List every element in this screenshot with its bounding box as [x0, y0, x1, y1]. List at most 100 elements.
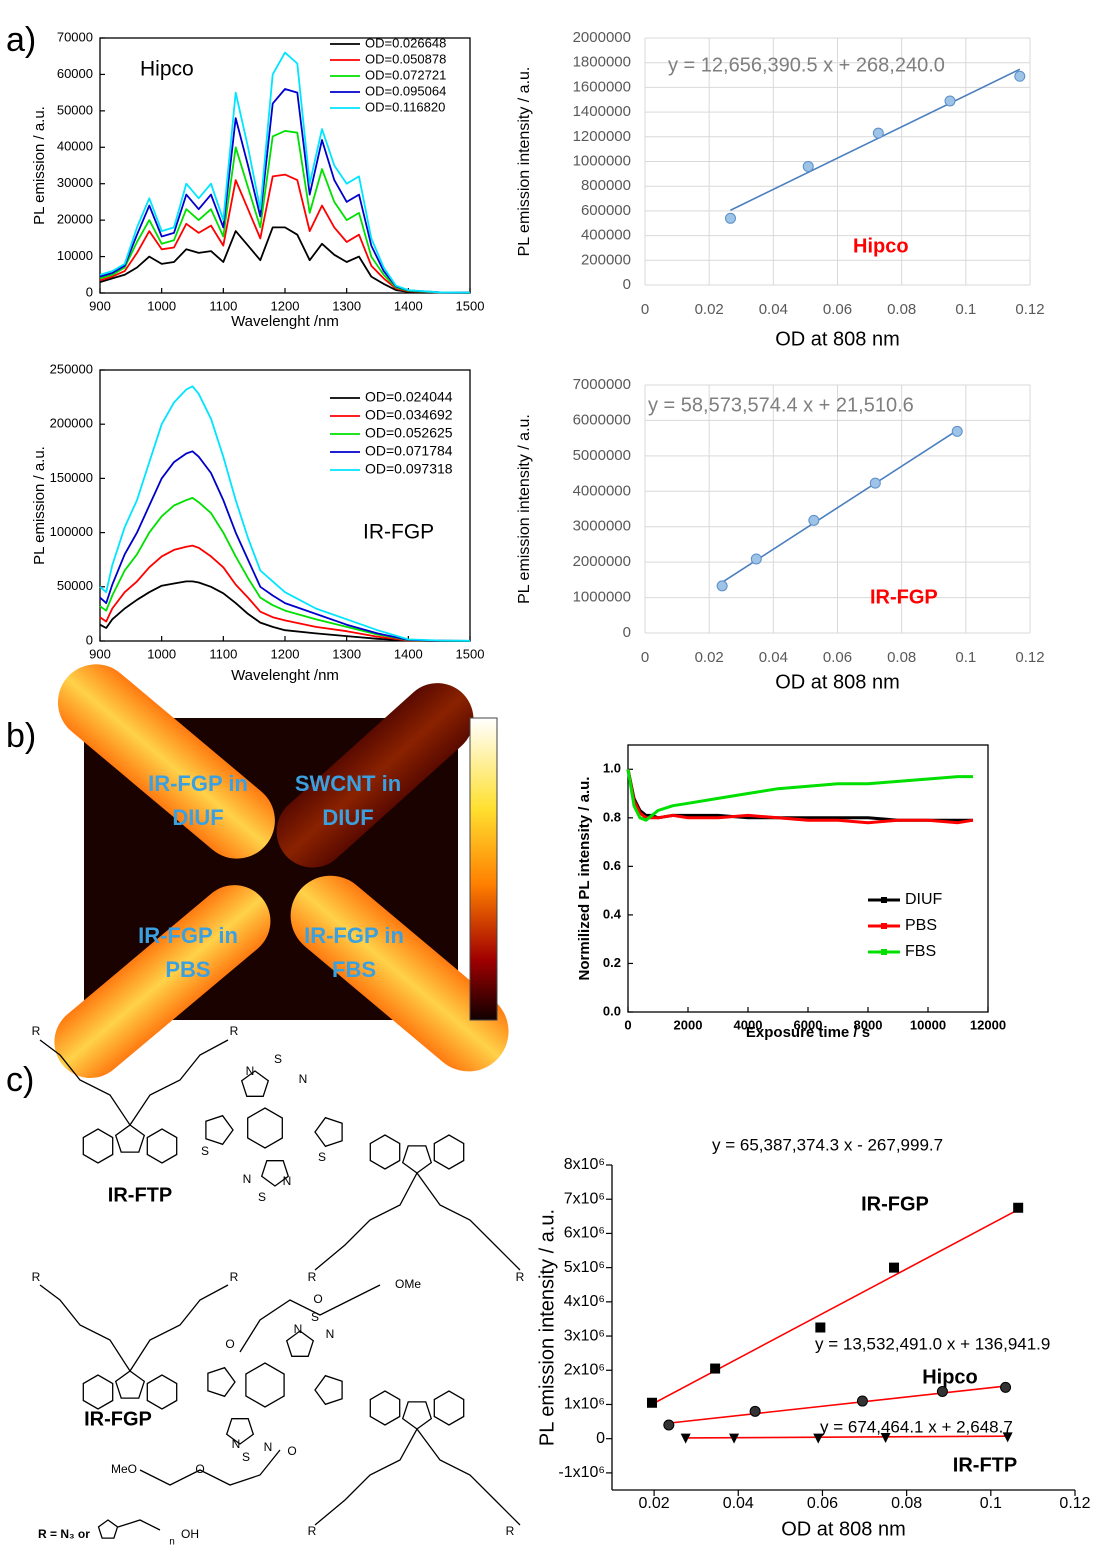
y-tick-label: 4x10⁶: [564, 1293, 605, 1310]
y-tick-label: 800000: [581, 177, 631, 194]
marker: [880, 1433, 891, 1443]
x-tick-label: 0.12: [1015, 649, 1044, 666]
annotation: Hipco: [853, 235, 909, 257]
x-tick-label: 1100: [209, 646, 237, 661]
y-tick-label: 1000000: [573, 152, 631, 169]
structure-bond: [239, 1284, 381, 1353]
series-line: [99, 497, 471, 642]
marker: [716, 580, 728, 592]
structure-bond: [39, 1039, 131, 1126]
fit-equation: y = 674,464.1 x + 2,648.7: [820, 1417, 1013, 1436]
y-tick-label: 7000000: [573, 376, 631, 393]
structure-ring: [401, 1145, 433, 1174]
marker: [889, 1262, 900, 1273]
y-tick-label: 0.4: [603, 906, 622, 921]
structure-label: R: [506, 1524, 515, 1538]
legend-label: FBS: [905, 943, 936, 960]
structure-bond: [314, 1172, 418, 1271]
series-line: [99, 173, 471, 294]
series-line: [626, 769, 973, 822]
legend-marker: [881, 923, 887, 929]
image-label: DIUF: [172, 805, 223, 830]
legend-label: PBS: [905, 917, 937, 934]
legend-label: DIUF: [905, 891, 943, 908]
x-tick-label: 0.02: [639, 1495, 670, 1512]
structure-label: n: [169, 1537, 175, 1546]
y-tick-label: 0.6: [603, 858, 621, 873]
series-line: [99, 450, 471, 642]
y-tick-label: 1.0: [603, 761, 621, 776]
y-axis-label: PL emission intensity / a.u.: [516, 67, 533, 257]
structure-ring: [369, 1134, 401, 1170]
y-tick-label: 10000: [57, 248, 93, 263]
series-line: [626, 768, 973, 822]
y-tick-label: 40000: [57, 139, 93, 154]
structure-bond: [117, 1519, 161, 1531]
structure-label: IR-FGP: [84, 1408, 152, 1430]
x-tick-label: 12000: [970, 1017, 1006, 1032]
marker: [710, 1363, 721, 1374]
marker: [951, 425, 963, 437]
x-tick-label: 1300: [332, 298, 361, 313]
y-tick-label: 0: [596, 1430, 605, 1447]
y-tick-label: 5x10⁶: [564, 1259, 605, 1276]
series-line: [99, 88, 471, 294]
series-label: IR-FGP: [861, 1193, 929, 1215]
x-tick-label: 0: [641, 649, 649, 666]
x-tick-label: 0.08: [887, 649, 916, 666]
structure-label: R = N₃ or: [38, 1527, 90, 1541]
structure-bond: [314, 1428, 418, 1526]
x-axis-label: Wavelenght /nm: [231, 313, 339, 330]
chart: -1x10⁶ 0 1x10⁶ 2x10⁶ 3x10⁶ 4x10⁶ 5x10⁶ 6x10⁶ 7x1…: [536, 1135, 1090, 1540]
structure-ring: [146, 1128, 178, 1164]
structure-label: R: [308, 1524, 317, 1538]
series-label: Hipco: [922, 1366, 978, 1388]
marker: [1013, 1202, 1024, 1213]
series-line: [99, 130, 471, 294]
x-tick-label: 1400: [394, 646, 423, 661]
series-line: [626, 769, 974, 825]
structure-ring: [240, 1070, 270, 1097]
x-tick-label: 1000: [147, 646, 176, 661]
marker: [663, 1419, 675, 1431]
image-label: SWCNT in: [295, 771, 401, 796]
structure-label: S: [318, 1150, 326, 1164]
chart: 0.0 0.2 0.4 0.6 0.8 1.0 0 2000 4000 6000 8000 10000…: [576, 744, 1006, 1041]
x-tick-label: 10000: [910, 1017, 946, 1032]
image-label: PBS: [165, 957, 210, 982]
structure-label: S: [242, 1450, 250, 1464]
y-tick-label: 5000000: [573, 447, 631, 464]
y-axis-label: Normilized PL intensity / a.u.: [576, 777, 593, 981]
y-tick-label: 1x10⁶: [564, 1396, 605, 1413]
tube: [54, 885, 271, 1078]
x-tick-label: 900: [89, 646, 111, 661]
x-tick-label: 0.02: [695, 649, 724, 666]
structure-label: OMe: [395, 1277, 421, 1291]
legend-label: OD=0.024044: [365, 389, 453, 405]
y-tick-label: 1800000: [573, 54, 631, 71]
structure-ring: [260, 1160, 290, 1187]
marker: [1000, 1381, 1012, 1393]
y-axis-label: PL emission intensity / a.u.: [516, 414, 533, 604]
y-tick-label: 0: [86, 284, 93, 299]
structure-ring: [97, 1519, 119, 1539]
x-tick-label: 0.1: [955, 301, 976, 318]
structure-label: N: [246, 1064, 255, 1078]
structure-label: R: [516, 1270, 525, 1284]
marker: [729, 1433, 740, 1444]
y-tick-label: 0: [623, 624, 631, 641]
marker: [872, 127, 884, 139]
marker: [944, 95, 956, 107]
y-tick-label: 7x10⁶: [564, 1190, 605, 1207]
marker: [936, 1385, 948, 1397]
tube: [290, 875, 509, 1072]
series-line: [99, 580, 470, 642]
image-label: IR-FGP in: [138, 923, 238, 948]
y-tick-label: 20000: [57, 212, 93, 227]
structure-label: IR-FTP: [108, 1184, 172, 1206]
panel-label: c): [6, 1061, 34, 1099]
x-tick-label: 0.04: [759, 301, 788, 318]
image-label: DIUF: [322, 805, 373, 830]
y-tick-label: 0.0: [603, 1003, 621, 1018]
y-tick-label: 60000: [57, 66, 93, 81]
